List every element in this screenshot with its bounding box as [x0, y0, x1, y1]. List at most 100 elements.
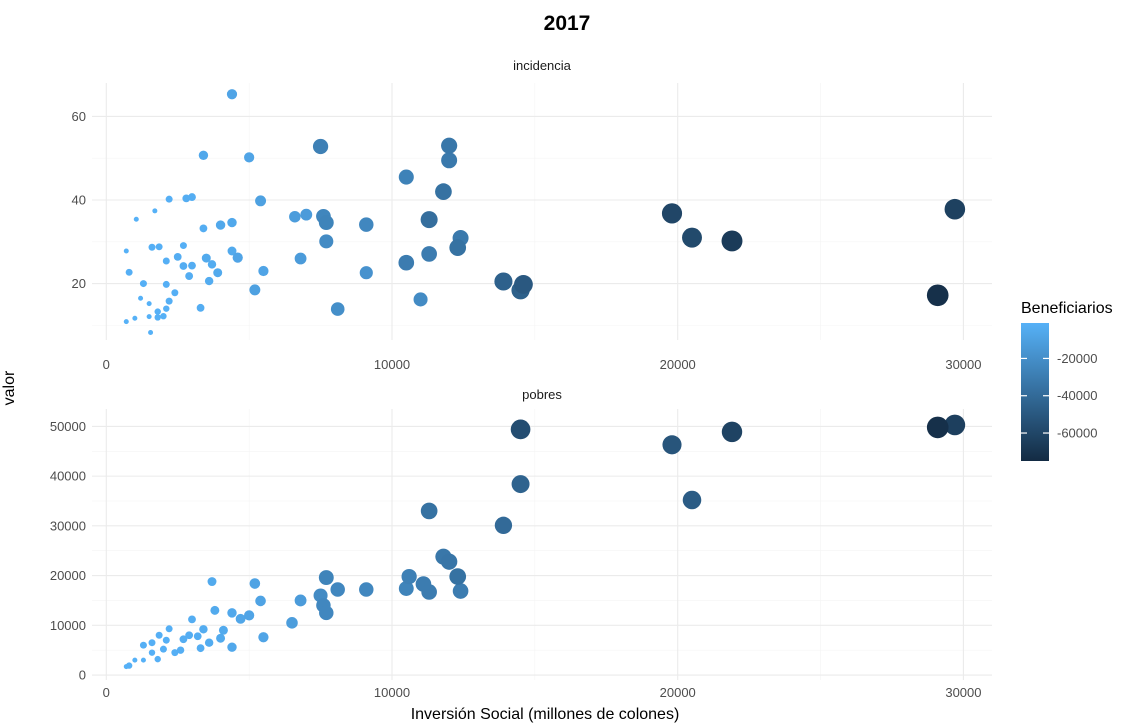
data-point — [199, 625, 208, 634]
y-tick-label: 60 — [72, 109, 86, 124]
data-point — [133, 216, 139, 222]
y-tick-label: 20000 — [50, 568, 86, 583]
data-point — [420, 502, 438, 520]
data-point — [494, 272, 513, 291]
x-tick-label: 10000 — [374, 685, 410, 700]
y-tick-label: 10000 — [50, 618, 86, 633]
x-tick-label: 20000 — [660, 357, 696, 372]
data-point — [452, 583, 469, 599]
data-point — [198, 150, 209, 161]
data-point — [359, 582, 374, 597]
x-tick-label: 0 — [103, 357, 110, 372]
data-point — [312, 138, 329, 155]
data-point — [139, 641, 147, 649]
strip-label: pobres — [522, 387, 562, 402]
x-tick-label: 10000 — [374, 357, 410, 372]
y-tick-label: 0 — [79, 668, 86, 683]
data-point — [201, 253, 211, 263]
data-point — [227, 246, 237, 256]
y-tick-label: 40000 — [50, 469, 86, 484]
y-tick-label: 20 — [72, 276, 86, 291]
data-point — [926, 416, 949, 439]
strip-label: incidencia — [513, 58, 572, 73]
data-point — [193, 632, 202, 641]
data-point — [154, 314, 161, 321]
data-point — [413, 292, 428, 307]
data-point — [139, 280, 147, 288]
data-point — [154, 655, 161, 663]
data-point — [218, 625, 228, 635]
data-point — [421, 584, 437, 600]
data-point — [179, 262, 188, 270]
data-point — [449, 568, 467, 585]
data-point — [176, 646, 185, 654]
data-point — [165, 625, 173, 633]
data-point — [125, 662, 133, 669]
data-point — [662, 435, 682, 455]
data-point — [148, 243, 156, 251]
data-point — [232, 252, 243, 263]
panel-pobres: pobres 0 10000 20000 30000 40000 50000 0 10000 20… — [50, 387, 992, 700]
data-point — [330, 302, 345, 316]
data-point — [249, 284, 261, 296]
data-point — [163, 305, 170, 312]
data-point — [123, 248, 129, 254]
data-point — [244, 152, 255, 163]
data-point — [300, 208, 313, 221]
data-point — [926, 284, 949, 307]
legend-break-label: -60000 — [1057, 426, 1097, 441]
data-point — [210, 605, 220, 615]
data-point — [401, 568, 417, 585]
data-point — [286, 617, 298, 629]
data-point — [148, 329, 154, 335]
legend-colorbar — [1021, 323, 1049, 461]
data-point — [682, 490, 702, 510]
data-point — [227, 217, 237, 228]
color-legend: Beneficiarios -20000 -40000 -60000 — [1021, 300, 1113, 461]
data-point — [255, 195, 267, 207]
data-point — [152, 208, 158, 214]
data-point — [514, 275, 533, 294]
data-point — [330, 582, 345, 597]
data-point — [146, 314, 152, 320]
y-tick-label: 40 — [72, 193, 86, 208]
data-point — [179, 242, 187, 250]
data-point — [204, 638, 214, 647]
data-point — [661, 203, 683, 224]
data-point — [359, 217, 374, 232]
x-tick-label: 30000 — [945, 685, 981, 700]
gridlines — [92, 83, 992, 340]
data-point — [160, 312, 167, 320]
data-point — [318, 215, 334, 231]
data-point — [249, 578, 261, 589]
data-point — [207, 260, 217, 269]
data-point — [207, 577, 217, 587]
data-point — [258, 632, 269, 643]
y-tick-label: 50000 — [50, 419, 86, 434]
data-point — [235, 613, 246, 624]
x-tick-label: 0 — [103, 685, 110, 700]
data-point — [215, 220, 226, 230]
data-point — [226, 89, 238, 100]
data-point — [159, 645, 167, 653]
data-point — [213, 268, 223, 278]
data-point — [435, 183, 452, 200]
data-point — [132, 657, 138, 663]
data-point — [155, 243, 163, 251]
legend-break-label: -20000 — [1057, 351, 1097, 366]
data-point — [155, 631, 163, 639]
data-point — [255, 595, 266, 607]
data-point — [682, 227, 702, 248]
points — [123, 414, 966, 670]
data-point — [196, 303, 205, 312]
data-point — [294, 252, 307, 265]
data-point — [227, 642, 237, 652]
data-point — [721, 421, 743, 443]
data-point — [162, 257, 170, 265]
data-point — [148, 639, 156, 647]
data-point — [179, 635, 188, 644]
data-point — [185, 272, 194, 280]
data-point — [146, 301, 152, 307]
data-point — [398, 169, 414, 185]
